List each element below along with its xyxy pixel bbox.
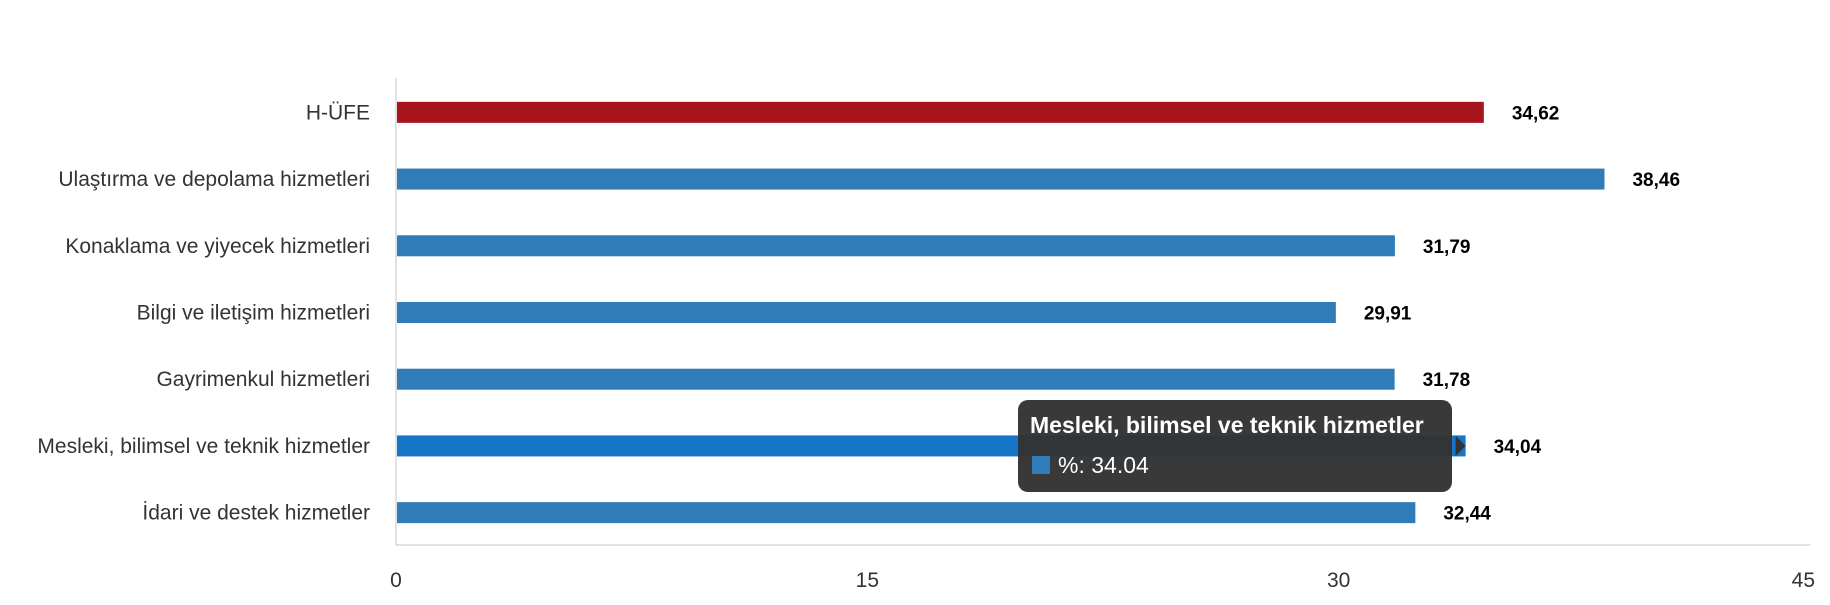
data-label: 38,46 [1632,170,1680,191]
x-tick-label: 45 [1792,569,1815,592]
tooltip-title: Mesleki, bilimsel ve teknik hizmetler [1030,412,1424,438]
tooltip-pointer [1455,435,1466,456]
tooltip-series-marker [1032,456,1050,474]
category-label: H-ÜFE [306,101,370,124]
data-label: 31,78 [1423,370,1471,391]
category-label: Ulaştırma ve depolama hizmetleri [58,168,370,191]
tooltip: Mesleki, bilimsel ve teknik hizmetler %: … [1018,400,1466,492]
tooltip-value: %: 34.04 [1058,452,1149,478]
category-label: Bilgi ve iletişim hizmetleri [137,302,370,325]
data-label: 34,04 [1494,437,1542,458]
labels: H-ÜFE 34,62 Ulaştırma ve depolama hizmetle… [37,101,1680,524]
bar[interactable] [397,302,1336,323]
category-label: Konaklama ve yiyecek hizmetleri [65,235,370,258]
bar[interactable] [397,101,1484,123]
bar[interactable] [397,168,1605,190]
category-label: Mesleki, bilimsel ve teknik hizmetler [37,435,370,458]
bar[interactable] [397,368,1395,390]
x-tick-label: 30 [1327,569,1350,592]
data-label: 29,91 [1364,304,1412,325]
tooltip-box [1018,400,1452,492]
category-label: Gayrimenkul hizmetleri [156,368,370,391]
x-tick-label: 15 [856,569,879,592]
bar[interactable] [397,502,1416,524]
x-tick-label: 0 [390,569,402,592]
data-label: 31,79 [1423,237,1471,258]
axes: 0 15 30 45 [390,78,1815,592]
data-label: 32,44 [1443,504,1491,525]
data-label: 34,62 [1512,103,1560,124]
category-label: İdari ve destek hizmetler [142,502,370,525]
bar[interactable] [397,235,1395,257]
